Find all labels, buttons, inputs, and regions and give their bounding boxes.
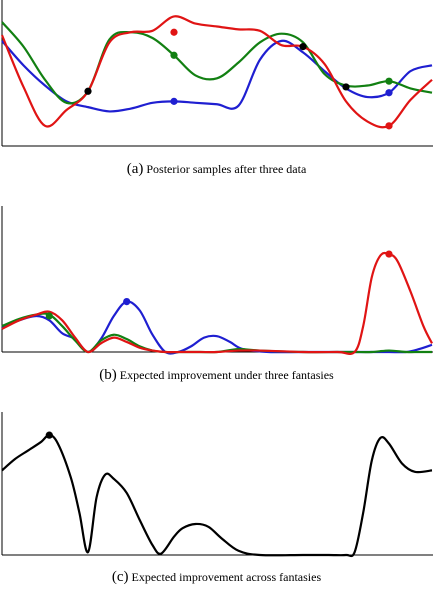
panel-c-expected-improvement-across (0, 410, 433, 560)
expected-improvement-fantasies-plot (1, 206, 433, 355)
series-line-1 (1, 21, 433, 105)
series-0-marker-0 (170, 97, 178, 105)
observed-point-1 (299, 43, 307, 51)
series-1-marker-1 (385, 77, 393, 85)
series-2-marker-0 (170, 28, 178, 36)
series-2-marker-0 (385, 250, 393, 258)
series-2-marker-1 (385, 122, 393, 130)
series-0-marker-1 (385, 89, 393, 97)
caption-c-text: Expected improvement across fantasies (131, 570, 322, 584)
panel-b-expected-improvement-fantasies (0, 204, 433, 356)
caption-a-tag: (a) (126, 161, 144, 177)
series-line-1 (1, 312, 432, 354)
caption-a: (a) Posterior samples after three data (0, 161, 433, 177)
caption-c: (c) Expected improvement across fantasie… (0, 569, 433, 585)
observed-point-2 (342, 83, 350, 91)
expected-improvement-across-plot (1, 412, 433, 558)
posterior-samples-plot (0, 0, 433, 147)
series-line-2 (0, 15, 433, 129)
caption-b-text: Expected improvement under three fantasi… (119, 368, 334, 382)
panel-a-posterior-samples (0, 0, 433, 150)
series-line-0 (1, 300, 433, 355)
series-0-marker-0 (45, 431, 53, 439)
caption-b: (b) Expected improvement under three fan… (0, 367, 433, 383)
observed-point-0 (84, 87, 92, 95)
caption-c-tag: (c) (111, 569, 129, 585)
series-1-marker-0 (170, 51, 178, 59)
series-1-marker-0 (45, 312, 53, 320)
series-0-marker-0 (123, 298, 131, 306)
series-line-0 (1, 434, 433, 558)
series-line-0 (1, 39, 433, 113)
series-line-2 (1, 251, 433, 355)
caption-a-text: Posterior samples after three data (146, 162, 307, 176)
caption-b-tag: (b) (99, 367, 117, 383)
